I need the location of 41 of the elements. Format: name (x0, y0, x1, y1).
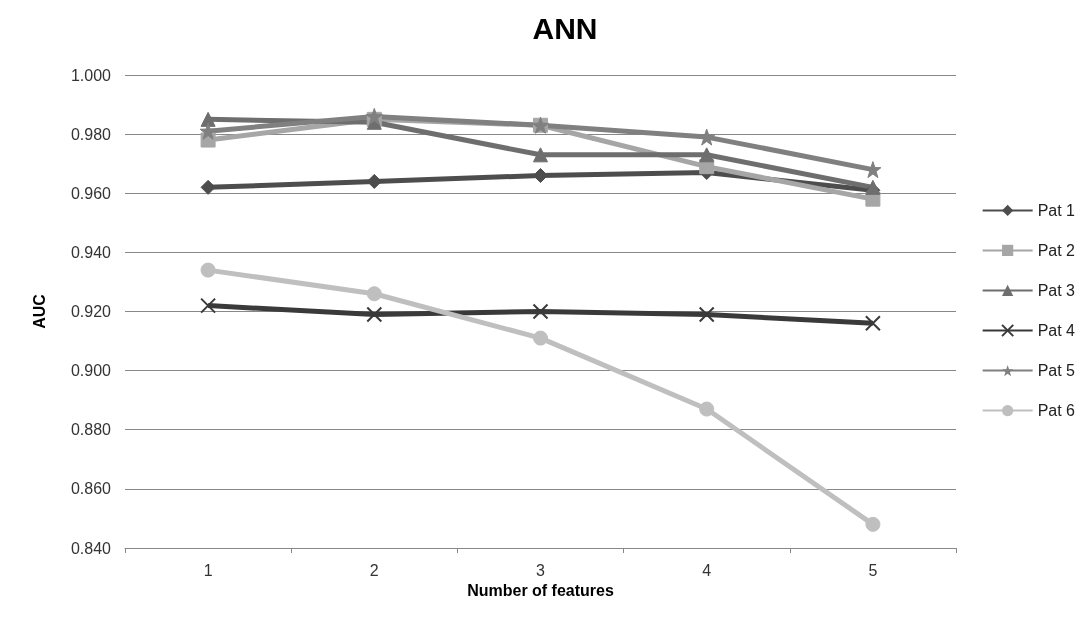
chart-title: ANN (532, 11, 598, 45)
legend-label: Pat 4 (1037, 322, 1076, 339)
point (366, 286, 382, 302)
legend-label: Pat 5 (1037, 362, 1076, 380)
x-axis-title: Number of features (467, 582, 614, 600)
x-tick-label: 4 (702, 561, 712, 579)
point (864, 315, 881, 332)
point (365, 107, 383, 125)
legend-label: Pat 1 (1037, 201, 1076, 219)
point (200, 111, 216, 127)
point (533, 330, 548, 346)
point (533, 168, 548, 184)
y-tick-label: 1.000 (70, 66, 112, 84)
y-tick-label: 0.920 (70, 303, 112, 320)
legend-label: Pat 3 (1037, 281, 1076, 299)
x-tick-label: 3 (536, 561, 546, 579)
y-tick-label: 0.940 (70, 243, 112, 261)
point (366, 306, 383, 323)
point (699, 401, 715, 417)
point (199, 122, 217, 140)
point (366, 173, 382, 189)
point (533, 147, 548, 163)
y-tick-label: 0.980 (70, 125, 112, 143)
legend-label: Pat 2 (1037, 241, 1076, 259)
y-tick-label: 0.900 (70, 362, 112, 380)
x-tick-label: 1 (203, 561, 213, 579)
x-tick-label: 2 (369, 561, 379, 579)
legend-label: Pat 6 (1037, 402, 1076, 420)
point (865, 516, 881, 532)
point (698, 306, 715, 323)
point (532, 303, 549, 320)
y-tick-label: 0.840 (70, 539, 112, 557)
y-tick-label: 0.960 (70, 184, 112, 202)
point (200, 179, 216, 195)
point (200, 297, 217, 314)
y-tick-label: 0.880 (70, 421, 112, 439)
point (200, 262, 216, 278)
point (699, 147, 715, 163)
y-tick-label: 0.860 (70, 480, 112, 498)
y-axis-title: AUC (30, 293, 48, 329)
x-tick-label: 5 (868, 561, 878, 579)
